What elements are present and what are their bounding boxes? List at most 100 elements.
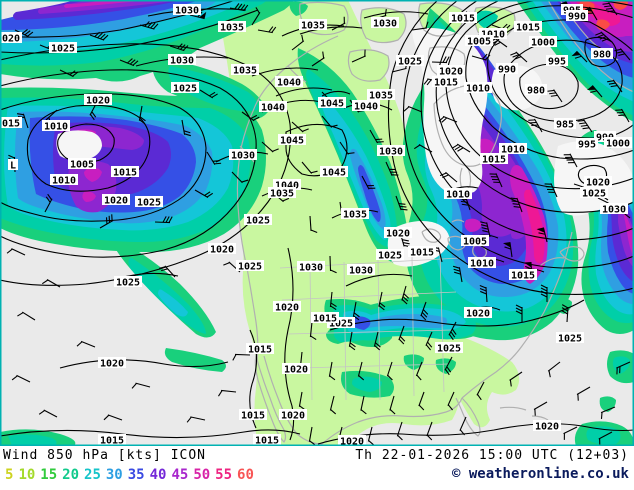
svg-text:1045: 1045 [280, 136, 304, 147]
wind-barb [369, 129, 384, 144]
contour-label: 1025 [396, 55, 424, 68]
wind-barb [398, 325, 406, 345]
caption-row-2: 5 10 15 20 25 30 35 40 45 50 55 60 © weatheronline.… [0, 465, 634, 485]
legend-value-15: 15 [40, 467, 58, 483]
wind-barb [577, 119, 593, 133]
svg-text:1030: 1030 [379, 147, 403, 158]
contour-label: 1035 [341, 208, 369, 221]
svg-text:1030: 1030 [170, 56, 194, 67]
wind-barb [321, 115, 338, 128]
legend-value-5: 5 [5, 467, 14, 483]
contour-label: 1045 [278, 134, 306, 147]
legend-value-50: 50 [193, 467, 211, 483]
svg-text:1015: 1015 [100, 436, 124, 447]
wind-speed-legend: 5 10 15 20 25 30 35 40 45 50 55 60 [5, 467, 259, 483]
contour-label: 1005 [465, 35, 493, 48]
wind-barb [331, 16, 346, 31]
contour-label: 1020 [464, 307, 492, 320]
wind-barb [598, 431, 613, 446]
contour-label: 1010 [42, 120, 70, 133]
contour-label: 1015 [449, 12, 477, 25]
contour-label: 1025 [114, 276, 142, 289]
wind-barb [378, 291, 386, 311]
contour-label: 1030 [600, 203, 628, 216]
wind-barbs-layer [6, 1, 631, 446]
contour-label: 1000 [604, 137, 632, 150]
contour-label: 1015 [408, 246, 436, 259]
contour-label: 1020 [437, 65, 465, 78]
wind-barb [614, 48, 631, 61]
wind-barb [199, 89, 218, 99]
wind-barb [533, 401, 548, 416]
wind-barb [291, 34, 305, 51]
svg-text:1035: 1035 [343, 210, 367, 221]
wind-barb [41, 279, 61, 288]
wind-barb [138, 105, 146, 125]
wind-barb [563, 426, 578, 440]
contour-label: 1030 [173, 4, 201, 17]
contour-label: 1020 [84, 94, 112, 107]
wind-barb [231, 171, 249, 184]
wind-barb [206, 151, 222, 166]
svg-text:1010: 1010 [44, 122, 68, 133]
contour-label: 1015 [509, 269, 537, 282]
wind-barb [329, 291, 337, 310]
contour-label: 985 [554, 118, 576, 131]
wind-barb [452, 143, 471, 153]
wind-barb [373, 331, 381, 351]
svg-text:1010: 1010 [501, 145, 525, 156]
svg-text:1015: 1015 [113, 168, 137, 179]
contour-label: 1025 [376, 249, 404, 262]
svg-text:1015: 1015 [410, 248, 434, 259]
svg-text:1020: 1020 [275, 303, 299, 314]
svg-text:1045: 1045 [320, 99, 344, 110]
wind-barb [232, 353, 251, 361]
svg-text:1025: 1025 [378, 251, 402, 262]
contour-label: 1020 [533, 420, 561, 433]
svg-text:1025: 1025 [398, 57, 422, 68]
wind-barb [420, 301, 429, 321]
svg-text:1025: 1025 [51, 44, 75, 55]
svg-text:1020: 1020 [0, 34, 20, 45]
contour-label: 1005 [461, 235, 489, 248]
svg-text:1035: 1035 [233, 66, 257, 77]
wind-barb [361, 175, 376, 190]
legend-value-30: 30 [105, 467, 123, 483]
wind-barb [438, 115, 458, 123]
svg-text:1010: 1010 [466, 84, 490, 95]
svg-text:1020: 1020 [466, 309, 490, 320]
svg-text:1040: 1040 [354, 102, 378, 113]
svg-text:1020: 1020 [535, 422, 559, 433]
contour-label: 980 [525, 84, 547, 97]
map-border [0, 0, 634, 446]
wind-barb [586, 85, 603, 98]
wind-barb [339, 141, 355, 155]
legend-value-25: 25 [84, 467, 101, 483]
legend-value-10: 10 [18, 467, 36, 483]
wind-barb [510, 51, 528, 63]
wind-barb [595, 31, 613, 43]
svg-text:1020: 1020 [586, 178, 610, 189]
svg-text:1015: 1015 [0, 119, 20, 130]
wind-barb [396, 421, 403, 441]
wind-barb [154, 216, 173, 224]
wind-barb [251, 7, 261, 26]
contour-label: 980 [591, 48, 613, 61]
map-canvas: 1020 1025 1030 1035 1030 1035 1040 1020 1025 1015… [0, 0, 634, 446]
wind-barb [309, 321, 317, 340]
contour-label: 1045 [318, 97, 346, 110]
contour-label: 1020 [0, 32, 22, 45]
legend-value-20: 20 [62, 467, 80, 483]
svg-text:1040: 1040 [277, 78, 301, 89]
wind-barb [576, 386, 591, 401]
legend-value-55: 55 [215, 467, 233, 483]
wind-barb [561, 304, 569, 323]
wind-barb [386, 361, 393, 381]
svg-text:1010: 1010 [470, 259, 494, 270]
contour-label: 1045 [320, 166, 348, 179]
svg-text:1015: 1015 [313, 314, 337, 325]
contour-label: 1010 [50, 174, 78, 187]
contour-label: 1030 [229, 149, 257, 162]
wind-barb [615, 108, 630, 123]
